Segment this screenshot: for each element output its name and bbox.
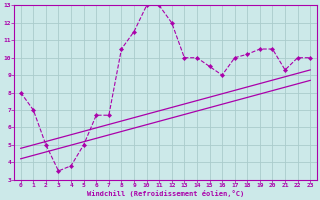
X-axis label: Windchill (Refroidissement éolien,°C): Windchill (Refroidissement éolien,°C) [87, 190, 244, 197]
